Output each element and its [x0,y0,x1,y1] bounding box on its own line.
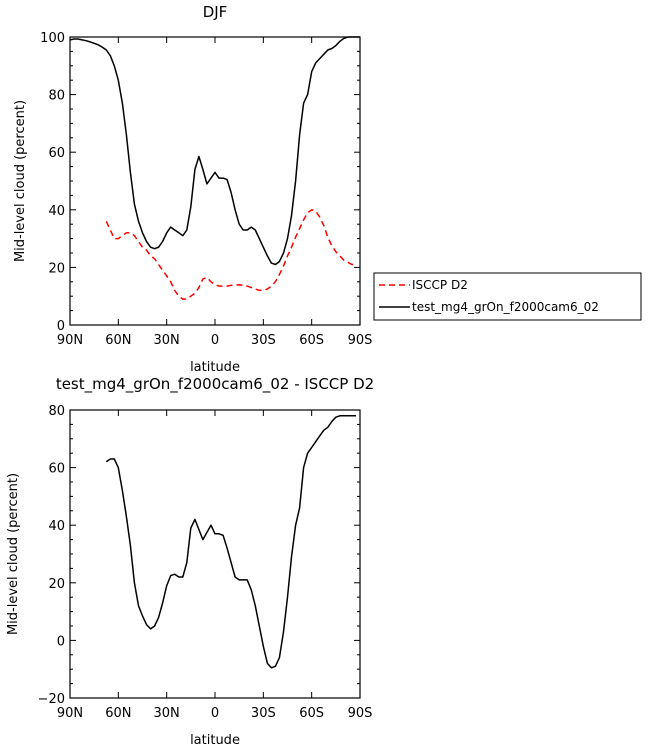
chart2-y-tick-label: 20 [48,577,65,592]
chart2-y-tick-label: 60 [48,462,65,477]
chart2-x-tick-label: 60S [299,706,324,721]
chart1-y-tick-label: 100 [40,31,65,46]
chart1-x-tick-label: 0 [211,333,219,348]
chart2-x-tick-label: 0 [211,706,219,721]
chart1-y-tick-label: 80 [48,89,65,104]
chart2-x-tick-label: 90N [57,706,83,721]
chart1-x-tick-label: 60N [105,333,131,348]
chart1-x-tick-label: 60S [299,333,324,348]
chart2-x-tick-label: 90S [348,706,373,721]
chart1-legend: ISCCP D2 test_mg4_grOn_f2000cam6_02 [373,272,642,321]
chart2-title: test_mg4_grOn_f2000cam6_02 - ISCCP D2 [56,375,374,394]
chart2-ticks-layer: 90N 60N 30N 0 30S 60S 90S −20 0 20 40 60 80 [38,404,373,721]
chart1-y-tick-label: 20 [48,261,65,276]
legend-box [373,272,642,321]
chart1-y-tick-label: 40 [48,204,65,219]
chart2-y-tick-label: 80 [48,404,65,419]
chart1-y-tick-label: 0 [57,319,65,334]
chart1-x-axis-label: latitude [190,360,240,375]
panel-top: DJF 90N 60N 30N 0 30S 60S 90S 0 20 40 60 80 100 lati… [13,3,642,375]
chart2-series-line-0 [105,415,356,669]
chart1-series-layer [69,36,360,300]
chart2-x-axis-label: latitude [190,733,240,748]
chart2-x-tick-label: 30N [154,706,180,721]
legend-label-isccp: ISCCP D2 [412,278,468,292]
chart1-x-tick-label: 30N [154,333,180,348]
chart1-x-tick-label: 90N [57,333,83,348]
chart1-y-axis-label: Mid-level cloud (percent) [13,100,28,262]
chart1-x-tick-label: 90S [348,333,373,348]
chart2-y-tick-label: 0 [57,634,65,649]
chart1-plot-frame [69,36,361,326]
chart2-y-tick-label: −20 [38,692,65,707]
chart1-series-line-0 [105,209,356,300]
chart2-plot-frame [69,409,361,699]
chart2-x-tick-label: 60N [105,706,131,721]
panel-bottom: test_mg4_grOn_f2000cam6_02 - ISCCP D2 90… [6,375,374,748]
chart2-y-axis-label: Mid-level cloud (percent) [6,473,21,635]
chart2-series-layer [105,415,356,669]
chart1-y-tick-label: 60 [48,146,65,161]
chart1-title: DJF [203,3,228,21]
chart2-x-tick-label: 30S [251,706,276,721]
chart1-series-line-1 [69,36,360,266]
chart1-ticks-layer: 90N 60N 30N 0 30S 60S 90S 0 20 40 60 80 100 [40,31,372,348]
chart1-x-tick-label: 30S [251,333,276,348]
chart2-y-tick-label: 40 [48,519,65,534]
legend-label-model: test_mg4_grOn_f2000cam6_02 [412,300,599,314]
